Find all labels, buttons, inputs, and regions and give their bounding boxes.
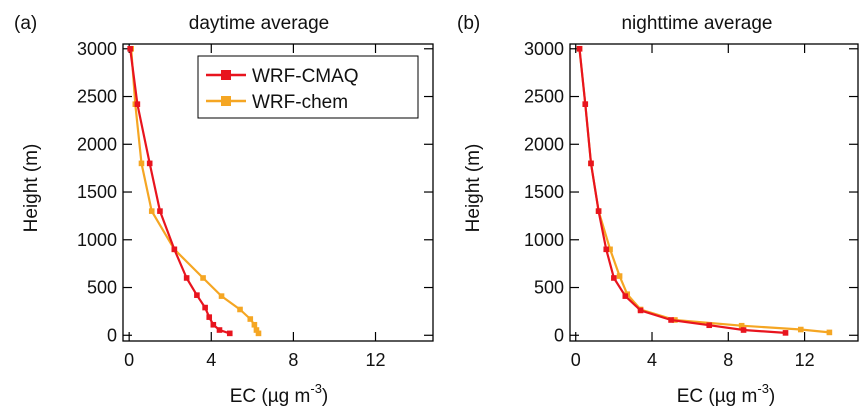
x-tick-label: 4 bbox=[206, 350, 216, 370]
x-tick-label: 0 bbox=[124, 350, 134, 370]
data-point-wrf-cmaq bbox=[206, 314, 213, 320]
x-axis-label-superscript: -3 bbox=[757, 381, 769, 396]
y-tick-label: 2000 bbox=[524, 134, 564, 154]
y-tick-label: 0 bbox=[554, 325, 564, 345]
legend-box bbox=[197, 55, 419, 119]
data-point-wrf-cmaq bbox=[588, 160, 594, 167]
data-point-wrf-cmaq bbox=[582, 101, 589, 107]
data-point-wrf-cmaq bbox=[183, 275, 190, 281]
panel-a: (a) daytime average 0 4 8 12 0 500 1000 1500 200… bbox=[14, 13, 434, 407]
data-point-wrf-cmaq bbox=[134, 101, 141, 107]
x-tick-label: 8 bbox=[288, 350, 298, 370]
series-line-wrf-cmaq bbox=[578, 48, 786, 334]
data-point-wrf-cmaq bbox=[194, 292, 200, 298]
panel-b: (b) nighttime average 0 4 8 12 0 500 1000 1500 2… bbox=[457, 13, 859, 407]
data-point-wrf-cmaq bbox=[127, 45, 133, 52]
plot-frame bbox=[569, 43, 859, 342]
data-point-wrf-chem bbox=[237, 306, 243, 313]
data-point-wrf-chem bbox=[607, 246, 613, 253]
y-tick-label: 500 bbox=[87, 278, 117, 298]
series-line-wrf-chem bbox=[578, 48, 830, 334]
x-axis-label: EC (µg m-3) bbox=[230, 381, 329, 407]
panel-label: (b) bbox=[457, 13, 480, 34]
panel-title: daytime average bbox=[189, 13, 329, 34]
data-point-wrf-cmaq bbox=[216, 327, 223, 333]
data-point-wrf-cmaq bbox=[740, 327, 747, 333]
x-tick-label: 0 bbox=[571, 350, 581, 370]
x-axis-label: EC (µg m-3) bbox=[677, 381, 776, 407]
y-tick-label: 3000 bbox=[524, 39, 564, 59]
data-point-wrf-cmaq bbox=[202, 304, 208, 311]
data-point-wrf-cmaq bbox=[576, 45, 583, 52]
y-tick-label: 1500 bbox=[77, 182, 117, 202]
panel-label: (a) bbox=[14, 13, 37, 34]
data-point-wrf-chem bbox=[797, 326, 804, 333]
data-point-wrf-cmaq bbox=[146, 160, 153, 167]
data-point-wrf-cmaq bbox=[668, 317, 674, 323]
data-point-wrf-cmaq bbox=[622, 293, 629, 299]
y-tick-label: 500 bbox=[534, 278, 564, 298]
plot-area: 0 4 8 12 0 500 1000 1500 2000 2500 3000 bbox=[524, 39, 859, 370]
y-tick-label: 1500 bbox=[524, 182, 564, 202]
data-point-wrf-chem bbox=[138, 160, 145, 167]
x-tick-label: 8 bbox=[723, 350, 733, 370]
y-tick-label: 3000 bbox=[77, 39, 117, 59]
panel-title: nighttime average bbox=[621, 13, 772, 34]
data-point-wrf-chem bbox=[251, 321, 258, 328]
plot-area: 0 4 8 12 0 500 1000 1500 2000 2500 3000 bbox=[77, 39, 434, 370]
data-point-wrf-chem bbox=[200, 275, 206, 281]
data-point-wrf-cmaq bbox=[157, 208, 163, 214]
data-point-wrf-cmaq bbox=[706, 322, 713, 329]
y-axis-label: Height (m) bbox=[21, 144, 42, 233]
legend-label: WRF-CMAQ bbox=[252, 66, 359, 87]
legend-label: WRF-chem bbox=[252, 92, 348, 113]
x-tick-label: 12 bbox=[795, 350, 815, 370]
data-point-wrf-cmaq bbox=[782, 330, 789, 336]
legend-swatch-marker bbox=[221, 96, 231, 106]
y-tick-label: 2500 bbox=[524, 87, 564, 107]
data-point-wrf-cmaq bbox=[210, 321, 217, 328]
y-tick-label: 0 bbox=[107, 325, 117, 345]
legend-swatch-marker bbox=[221, 70, 231, 80]
y-tick-label: 2000 bbox=[77, 134, 117, 154]
data-point-wrf-cmaq bbox=[226, 330, 233, 337]
data-point-wrf-cmaq bbox=[595, 208, 602, 214]
data-point-wrf-chem bbox=[255, 330, 262, 337]
y-tick-label: 2500 bbox=[77, 87, 117, 107]
x-axis-label-superscript: -3 bbox=[310, 381, 322, 396]
data-point-wrf-chem bbox=[148, 208, 155, 214]
x-tick-label: 4 bbox=[647, 350, 657, 370]
data-point-wrf-cmaq bbox=[171, 246, 178, 253]
data-point-wrf-chem bbox=[253, 327, 260, 333]
data-point-wrf-chem bbox=[826, 329, 833, 336]
y-tick-label: 1000 bbox=[77, 230, 117, 250]
legend: WRF-CMAQ WRF-chem bbox=[197, 55, 419, 119]
data-point-wrf-cmaq bbox=[637, 307, 644, 314]
data-point-wrf-cmaq bbox=[603, 246, 610, 253]
y-tick-label: 1000 bbox=[524, 230, 564, 250]
y-axis-label: Height (m) bbox=[463, 144, 484, 233]
data-point-wrf-chem bbox=[218, 293, 225, 299]
data-point-wrf-chem bbox=[616, 273, 623, 279]
x-tick-label: 12 bbox=[366, 350, 386, 370]
data-point-wrf-cmaq bbox=[611, 275, 617, 281]
data-point-wrf-chem bbox=[738, 322, 745, 329]
data-point-wrf-chem bbox=[247, 316, 254, 322]
